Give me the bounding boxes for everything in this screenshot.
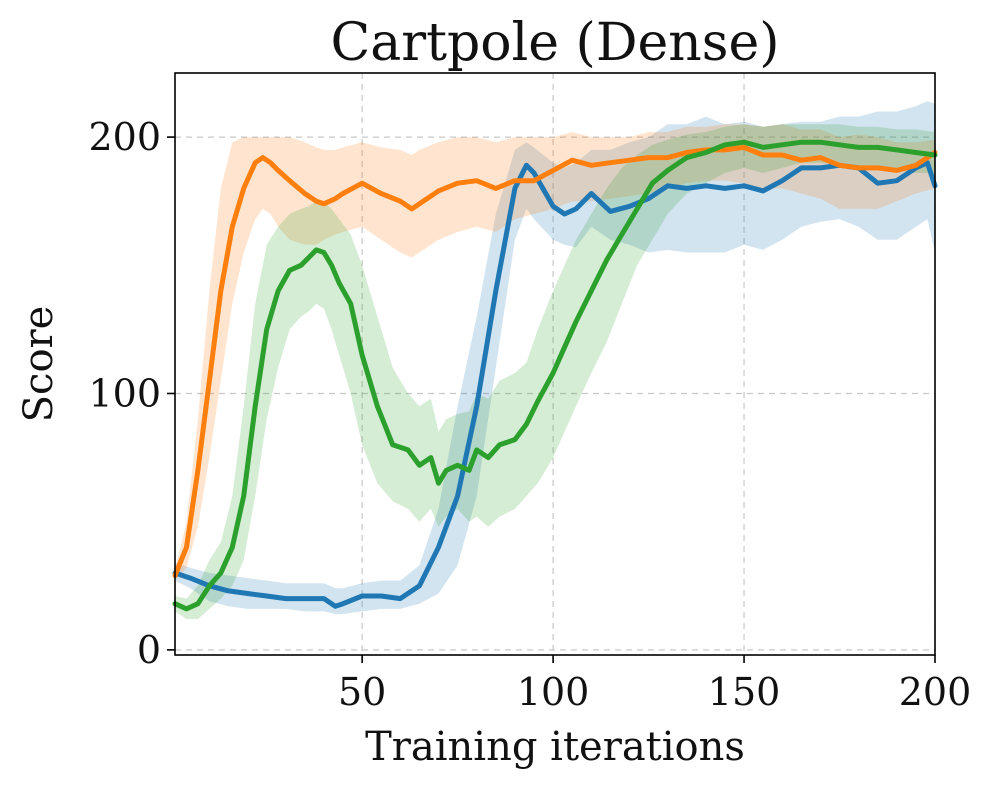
y-axis-label: Score: [16, 306, 62, 423]
x-tick-label: 200: [899, 670, 972, 714]
x-axis-label: Training iterations: [365, 724, 745, 770]
x-tick-label: 150: [708, 670, 781, 714]
y-tick-label: 200: [88, 115, 161, 159]
series-line-orange: [172, 144, 938, 578]
y-tick-label: 0: [137, 628, 161, 672]
x-tick-label: 50: [338, 670, 386, 714]
y-tick-label: 100: [88, 371, 161, 415]
y-axis-ticks: 0 100 200: [88, 115, 175, 672]
series-line-blue: [172, 160, 938, 609]
x-axis-ticks: 50 100 150 200: [338, 655, 971, 714]
chart-title: Cartpole (Dense): [330, 13, 779, 73]
plot-frame: [174, 72, 936, 656]
series-line-green: [172, 139, 938, 612]
x-tick-label: 100: [517, 670, 590, 714]
series-lines: [172, 139, 938, 612]
band-blue: [175, 101, 935, 614]
